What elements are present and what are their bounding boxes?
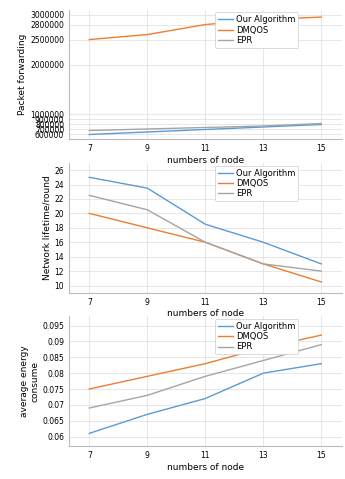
Y-axis label: average energy
consume: average energy consume	[20, 345, 39, 417]
Legend: Our Algorithm, DMQOS, EPR: Our Algorithm, DMQOS, EPR	[215, 166, 298, 201]
EPR	[87, 127, 91, 133]
Line: Our Algorithm: Our Algorithm	[89, 125, 321, 135]
Line: DMQOS: DMQOS	[89, 17, 321, 40]
Our Algorithm	[145, 185, 149, 191]
Line: Our Algorithm: Our Algorithm	[89, 364, 321, 433]
Our Algorithm	[87, 431, 91, 436]
DMQOS	[145, 374, 149, 379]
Line: DMQOS: DMQOS	[89, 335, 321, 389]
Our Algorithm	[145, 129, 149, 135]
DMQOS	[319, 279, 323, 285]
EPR	[87, 193, 91, 198]
EPR	[261, 358, 265, 364]
Our Algorithm	[319, 122, 323, 127]
EPR	[87, 405, 91, 411]
DMQOS	[145, 225, 149, 231]
Y-axis label: Packet forwarding: Packet forwarding	[18, 34, 27, 115]
EPR	[261, 261, 265, 267]
X-axis label: numbers of node: numbers of node	[167, 309, 244, 319]
Line: EPR: EPR	[89, 195, 321, 271]
DMQOS	[203, 361, 207, 366]
Line: DMQOS: DMQOS	[89, 213, 321, 282]
EPR	[261, 123, 265, 129]
DMQOS	[261, 345, 265, 351]
Our Algorithm	[203, 126, 207, 132]
EPR	[145, 126, 149, 132]
Legend: Our Algorithm, DMQOS, EPR: Our Algorithm, DMQOS, EPR	[215, 12, 298, 48]
X-axis label: numbers of node: numbers of node	[167, 156, 244, 165]
EPR	[319, 342, 323, 348]
DMQOS	[203, 22, 207, 27]
EPR	[145, 392, 149, 398]
Our Algorithm	[203, 221, 207, 227]
Our Algorithm	[319, 361, 323, 366]
X-axis label: numbers of node: numbers of node	[167, 463, 244, 472]
Y-axis label: Network lifetime/round: Network lifetime/round	[43, 175, 52, 280]
EPR	[203, 125, 207, 130]
Our Algorithm	[261, 240, 265, 245]
DMQOS	[87, 37, 91, 43]
DMQOS	[319, 332, 323, 338]
Text: Figure 7. Average energy consume.: Figure 7. Average energy consume.	[112, 452, 298, 462]
Our Algorithm	[87, 174, 91, 180]
EPR	[319, 268, 323, 274]
DMQOS	[261, 261, 265, 267]
EPR	[319, 121, 323, 126]
DMQOS	[261, 17, 265, 23]
Our Algorithm	[145, 411, 149, 417]
Our Algorithm	[261, 124, 265, 130]
Text: Figure 6. Network lifetime.: Figure 6. Network lifetime.	[136, 298, 274, 308]
Text: Figure 5. Packet forwarding.: Figure 5. Packet forwarding.	[132, 145, 279, 155]
EPR	[203, 374, 207, 379]
DMQOS	[87, 386, 91, 392]
DMQOS	[203, 240, 207, 245]
DMQOS	[319, 14, 323, 20]
Our Algorithm	[203, 396, 207, 401]
Line: Our Algorithm: Our Algorithm	[89, 177, 321, 264]
DMQOS	[87, 210, 91, 216]
Our Algorithm	[261, 370, 265, 376]
Legend: Our Algorithm, DMQOS, EPR: Our Algorithm, DMQOS, EPR	[215, 319, 298, 354]
Line: EPR: EPR	[89, 124, 321, 130]
Our Algorithm	[87, 132, 91, 137]
Our Algorithm	[319, 261, 323, 267]
DMQOS	[145, 32, 149, 37]
EPR	[145, 207, 149, 213]
Line: EPR: EPR	[89, 345, 321, 408]
EPR	[203, 240, 207, 245]
